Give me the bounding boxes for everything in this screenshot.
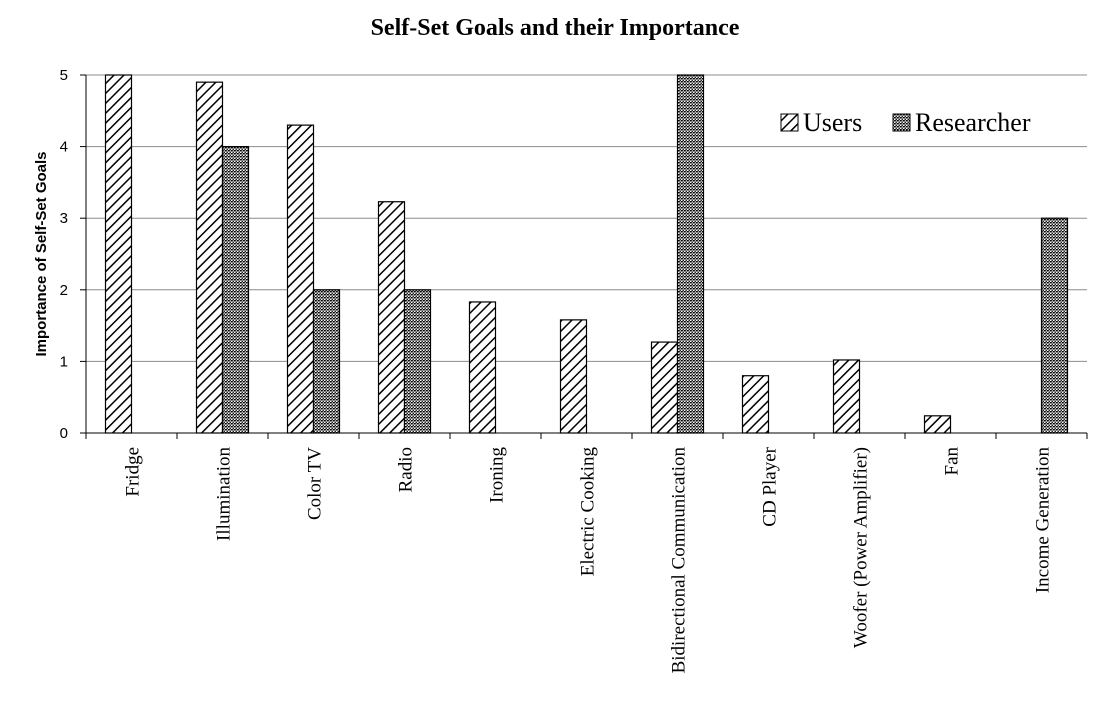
chart-title: Self-Set Goals and their Importance [370,15,740,41]
legend-label-researcher: Researcher [915,108,1031,137]
x-tick-label: Fan [942,447,963,476]
legend: Users Researcher [780,108,1031,137]
y-tick-label: 5 [60,67,68,84]
x-tick-label: Color TV [305,447,326,520]
bar-users-6 [650,341,679,434]
y-tick-label: 2 [60,282,68,299]
bars [104,74,1069,434]
x-tick-label: Fridge [123,447,144,497]
x-tick-label: Income Generation [1033,447,1054,594]
x-tick-label: CD Player [760,446,781,526]
x-tick-label: Ironing [487,447,508,503]
bar-users-4 [468,301,497,434]
legend-swatch-researcher [892,113,911,132]
bar-users-3 [377,201,406,434]
y-tick-label: 3 [60,210,68,227]
bar-users-0 [104,74,133,434]
x-tick-label: Bidirectional Communication [669,447,690,674]
x-tick-label: Woofer (Power Amplifier) [851,447,872,648]
y-tick-label: 0 [60,425,68,442]
legend-label-users: Users [803,108,862,137]
bar-users-1 [195,81,224,434]
bar-researcher-3 [403,289,432,434]
y-axis-ticks: 0 1 2 3 4 5 [60,67,68,442]
bar-users-2 [286,124,315,434]
bar-users-5 [559,319,588,434]
axes [80,74,1088,439]
y-tick-label: 4 [60,139,68,156]
x-tick-label: Radio [396,447,417,492]
x-tick-label: Electric Cooking [578,447,599,577]
bar-researcher-1 [221,146,250,434]
bar-researcher-2 [312,289,341,434]
grid-lines [86,74,1087,362]
legend-swatch-users [780,113,799,132]
x-tick-label: Illumination [214,447,235,541]
x-axis-ticks: Fridge Illumination Color TV Radio Ironing El… [123,446,1054,673]
y-axis-label: Importance of Self-Set Goals [33,151,50,356]
bar-users-9 [923,415,952,434]
y-tick-label: 1 [60,353,68,370]
bar-users-7 [741,375,770,434]
bar-researcher-6 [676,74,705,434]
bar-users-8 [832,359,861,434]
bar-researcher-10 [1040,217,1069,434]
